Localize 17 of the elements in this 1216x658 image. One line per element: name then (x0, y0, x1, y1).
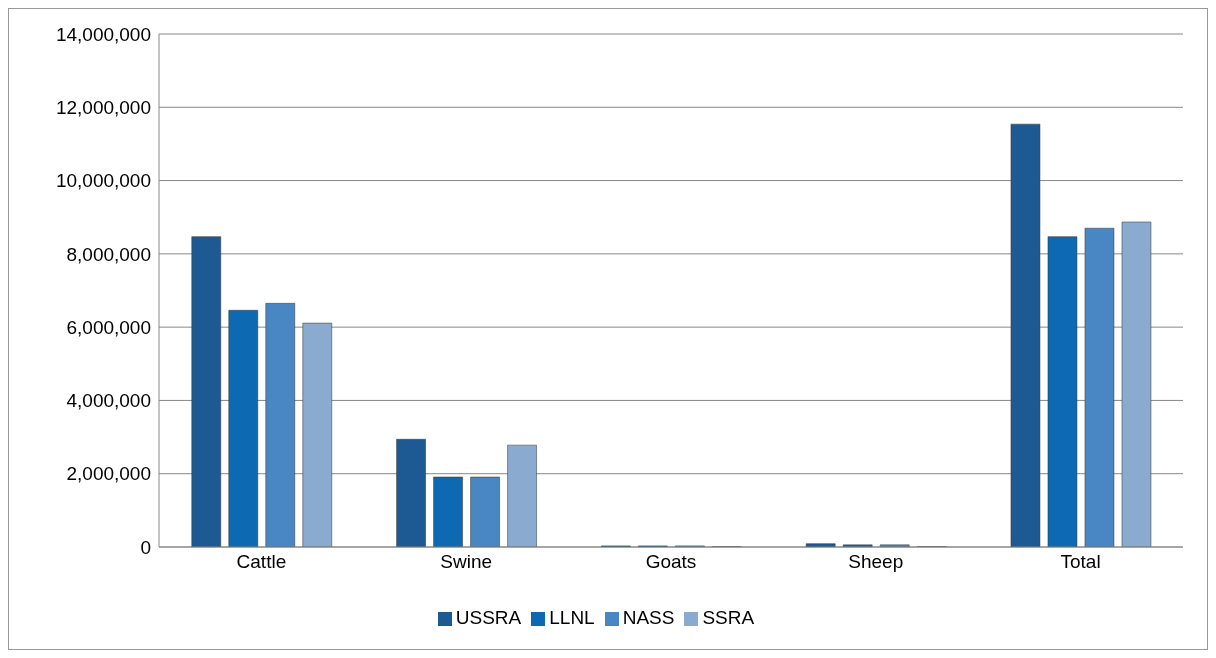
y-tick-label: 10,000,000 (55, 170, 151, 192)
legend-label: LLNL (549, 607, 595, 628)
y-tick-label: 12,000,000 (55, 97, 151, 119)
y-tick-label: 4,000,000 (66, 390, 151, 412)
x-tick-label: Total (1060, 551, 1101, 573)
x-tick-label: Sheep (848, 551, 904, 573)
y-tick-label: 6,000,000 (66, 316, 151, 338)
legend-label: SSRA (702, 607, 755, 628)
y-tick-label: 0 (140, 536, 151, 558)
x-tick-label: Swine (440, 551, 493, 573)
x-tick-label: Cattle (236, 551, 287, 573)
y-tick-label: 8,000,000 (66, 243, 151, 265)
x-tick-label: Goats (645, 551, 697, 573)
y-tick-label: 14,000,000 (55, 23, 151, 45)
legend-label: USSRA (455, 607, 522, 628)
y-tick-label: 2,000,000 (66, 463, 151, 485)
legend-label: NASS (622, 607, 675, 628)
